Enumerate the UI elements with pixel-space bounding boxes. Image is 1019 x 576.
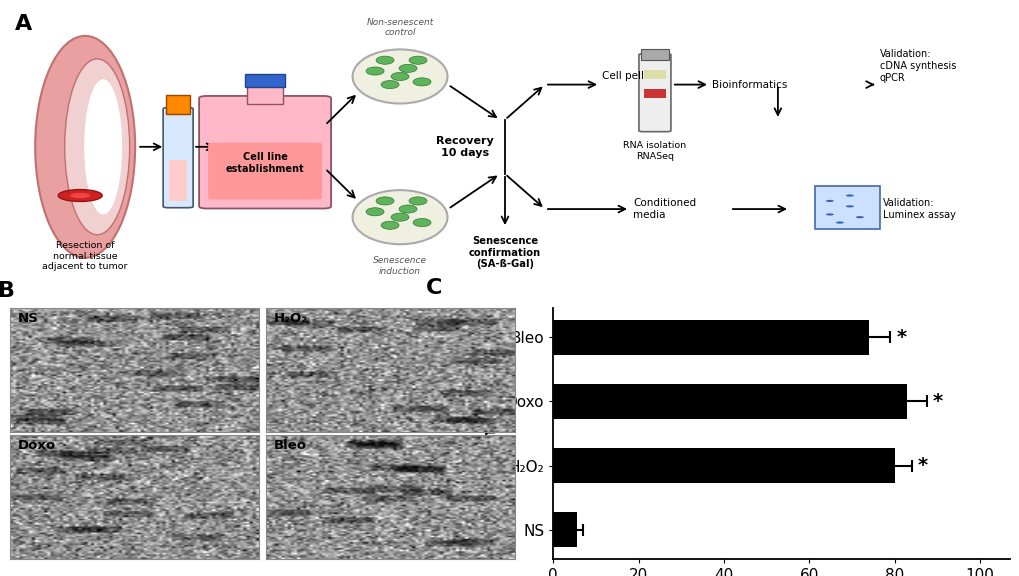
- Text: H₂O₂: H₂O₂: [273, 312, 308, 325]
- Ellipse shape: [398, 65, 417, 73]
- Circle shape: [845, 195, 853, 196]
- Circle shape: [855, 216, 863, 218]
- Ellipse shape: [376, 197, 393, 205]
- Text: Validation:
Luminex assay: Validation: Luminex assay: [882, 198, 955, 220]
- Bar: [643, 70, 665, 79]
- Circle shape: [825, 200, 834, 202]
- FancyBboxPatch shape: [199, 96, 331, 209]
- Ellipse shape: [85, 79, 122, 214]
- Text: *: *: [896, 328, 906, 347]
- Bar: [247, 82, 283, 104]
- Bar: [552, 320, 868, 355]
- Text: NS: NS: [17, 312, 39, 325]
- Ellipse shape: [409, 56, 427, 65]
- Text: A: A: [15, 14, 33, 34]
- Text: Resection of
normal tissue
adjacent to tumor: Resection of normal tissue adjacent to t…: [43, 241, 127, 271]
- Ellipse shape: [366, 208, 384, 216]
- Text: C: C: [425, 278, 441, 298]
- Ellipse shape: [353, 50, 447, 104]
- Text: Senescence
confirmation
(SA-ß-Gal): Senescence confirmation (SA-ß-Gal): [469, 236, 540, 270]
- Ellipse shape: [398, 205, 417, 213]
- Ellipse shape: [413, 218, 431, 226]
- Ellipse shape: [381, 221, 398, 229]
- Ellipse shape: [381, 81, 398, 89]
- Bar: [169, 160, 186, 201]
- Ellipse shape: [353, 190, 447, 244]
- Bar: [245, 74, 285, 88]
- FancyBboxPatch shape: [814, 186, 879, 229]
- Bar: [643, 59, 665, 69]
- Bar: [643, 89, 665, 98]
- Circle shape: [835, 222, 843, 223]
- Text: Senescence
induction: Senescence induction: [373, 256, 427, 276]
- Circle shape: [58, 190, 102, 202]
- Text: Non-senescent
control: Non-senescent control: [366, 18, 433, 37]
- FancyBboxPatch shape: [208, 143, 322, 199]
- Bar: [640, 50, 668, 60]
- Ellipse shape: [413, 78, 431, 86]
- Text: Recovery
10 days: Recovery 10 days: [436, 136, 493, 158]
- Bar: [552, 448, 894, 483]
- Bar: [166, 96, 190, 115]
- Text: Doxo: Doxo: [17, 439, 56, 452]
- Ellipse shape: [409, 197, 427, 205]
- Text: Bioinformatics: Bioinformatics: [711, 79, 787, 90]
- Text: Validation:
cDNA synthesis
qPCR: Validation: cDNA synthesis qPCR: [879, 50, 955, 82]
- Y-axis label: Treatments: Treatments: [482, 380, 499, 487]
- Ellipse shape: [376, 56, 393, 65]
- Text: RNA isolation
RNASeq: RNA isolation RNASeq: [623, 141, 686, 161]
- Ellipse shape: [390, 73, 409, 81]
- Text: *: *: [917, 456, 927, 475]
- Ellipse shape: [366, 67, 384, 75]
- Ellipse shape: [64, 59, 129, 235]
- Circle shape: [70, 193, 90, 198]
- Text: Conditioned
media: Conditioned media: [633, 198, 695, 220]
- Text: *: *: [932, 392, 943, 411]
- Text: Bleo: Bleo: [273, 439, 307, 452]
- FancyBboxPatch shape: [163, 108, 193, 208]
- Circle shape: [845, 205, 853, 207]
- Bar: [552, 384, 907, 419]
- Bar: [552, 512, 576, 547]
- Text: Cell line
establishment: Cell line establishment: [225, 152, 304, 174]
- Ellipse shape: [390, 213, 409, 221]
- Text: Cell pellet: Cell pellet: [601, 70, 654, 81]
- Ellipse shape: [35, 36, 135, 258]
- Circle shape: [825, 213, 834, 215]
- Text: B: B: [0, 281, 14, 301]
- FancyBboxPatch shape: [638, 54, 671, 132]
